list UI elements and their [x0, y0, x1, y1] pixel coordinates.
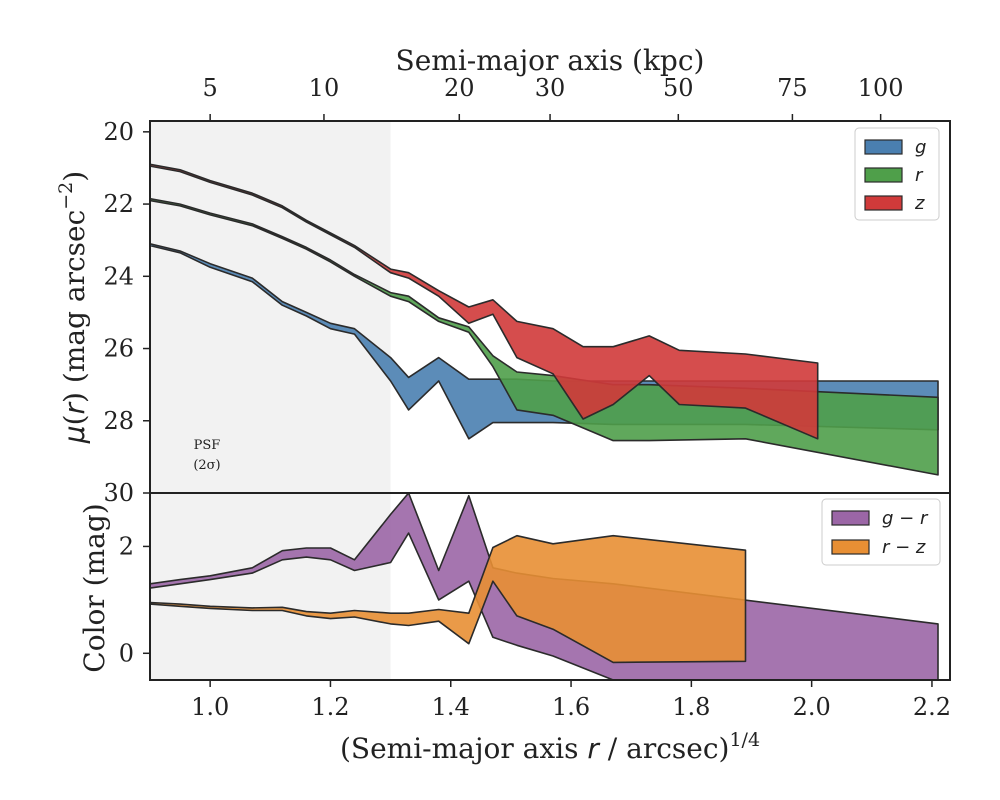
legend-swatch [864, 139, 903, 155]
bottom-axis-title: (Semi-major axis r / arcsec)1/4 [340, 729, 760, 765]
kpc-tick-label: 75 [777, 74, 808, 102]
legend-label: g [915, 137, 926, 158]
mu-band-z [150, 163, 819, 440]
mu-tick-label: 28 [103, 407, 134, 435]
mu-tick-label: 24 [103, 262, 134, 290]
r14-tick-label: 1.2 [311, 693, 349, 721]
mu-tick-label: 22 [103, 190, 134, 218]
color-tick-label: 0 [119, 639, 134, 667]
mu-tick-label: 30 [103, 479, 134, 507]
kpc-tick-label: 10 [309, 74, 340, 102]
r14-tick-label: 1.6 [552, 693, 590, 721]
kpc-tick-label: 5 [203, 74, 218, 102]
psf-region-bottom [150, 493, 391, 680]
r14-tick-label: 2.0 [793, 693, 831, 721]
legend-label: z [914, 193, 925, 214]
mu-axis-title: μ(r) (mag arcsec−2) [55, 171, 91, 444]
bottom-panel-frame [149, 492, 951, 681]
r14-tick-label: 1.0 [191, 693, 229, 721]
legend-swatch [831, 539, 870, 555]
top-axis-title: Semi-major axis (kpc) [396, 44, 705, 77]
r14-tick-label: 2.2 [913, 693, 951, 721]
r14-tick-label: 1.8 [672, 693, 710, 721]
legend-swatch [864, 195, 903, 211]
kpc-tick-label: 50 [663, 74, 694, 102]
r14-axis-ticks: 1.0 1.2 1.4 1.6 1.8 2.0 2.2 [191, 680, 951, 721]
legend-label: g − r [882, 508, 929, 529]
color-axis-ticks: 02 [119, 532, 150, 667]
legend-swatch [831, 510, 870, 526]
color-band-rz [150, 534, 747, 664]
psf-sigma-label: (2σ) [193, 458, 220, 473]
mu-axis-ticks: 20 22 24 26 28 30 [103, 118, 150, 507]
kpc-axis-ticks: 5 10 20 30 50 75 100 [203, 74, 904, 121]
r14-tick-label: 1.4 [432, 693, 470, 721]
kpc-tick-label: 30 [535, 74, 566, 102]
mu-tick-label: 20 [103, 118, 134, 146]
mu-tick-label: 26 [103, 335, 134, 363]
legend-bands: grz [854, 127, 940, 221]
legend-label: r − z [882, 537, 926, 558]
color-axis-title: Color (mag) [78, 503, 111, 672]
color-tick-label: 2 [119, 532, 134, 560]
psf-label: PSF [194, 438, 221, 453]
legend-label: r [915, 165, 924, 186]
legend-swatch [864, 167, 903, 183]
surface-brightness-bands [150, 163, 939, 476]
legend-colors: g − r r − z [821, 498, 941, 566]
color-bands [150, 493, 939, 680]
psf-region-top [150, 121, 391, 493]
kpc-tick-label: 100 [858, 74, 904, 102]
kpc-tick-label: 20 [444, 74, 475, 102]
